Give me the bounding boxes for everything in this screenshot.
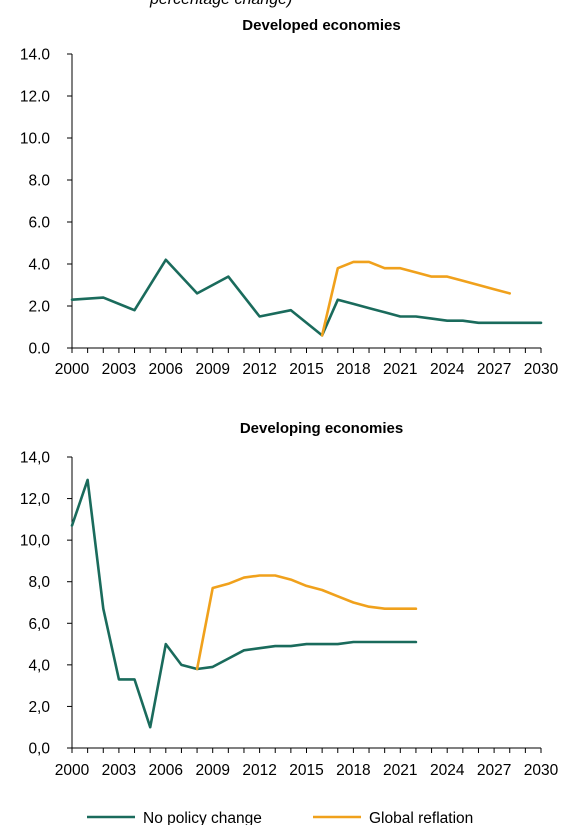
y-tick-label: 10,0 [20, 533, 51, 550]
x-tick-label: 2012 [242, 361, 276, 378]
x-tick-label: 2027 [477, 361, 511, 378]
x-tick-label: 2021 [383, 762, 417, 779]
figure-title-partial: percentage change) [150, 0, 292, 9]
y-tick-label: 0,0 [28, 741, 50, 758]
y-tick-label: 10.0 [20, 131, 51, 148]
y-tick-label: 8,0 [28, 574, 50, 591]
y-tick-label: 14.0 [20, 47, 51, 64]
x-tick-label: 2027 [477, 762, 511, 779]
chart-title: Developing economies [240, 420, 403, 437]
y-tick-label: 12,0 [20, 491, 51, 508]
y-tick-label: 8.0 [28, 173, 50, 190]
chart-title: Developed economies [242, 17, 400, 34]
x-tick-label: 2012 [242, 762, 276, 779]
series-line-global-reflation [195, 574, 418, 671]
x-tick-label: 2003 [102, 361, 136, 378]
x-tick-label: 2018 [336, 762, 370, 779]
x-tick-label: 2006 [149, 361, 183, 378]
y-tick-label: 6.0 [28, 215, 50, 232]
legend-label-no-policy-change: No policy change [143, 810, 262, 825]
x-tick-label: 2015 [289, 361, 323, 378]
x-tick-label: 2030 [524, 361, 559, 378]
x-tick-label: 2021 [383, 361, 417, 378]
y-tick-label: 12.0 [20, 89, 51, 106]
y-tick-label: 14,0 [20, 450, 51, 467]
y-tick-label: 2,0 [28, 699, 50, 716]
series-line-no-policy-change [70, 258, 543, 337]
y-tick-label: 6,0 [28, 616, 50, 633]
x-tick-label: 2009 [195, 361, 229, 378]
x-tick-label: 2009 [195, 762, 229, 779]
x-tick-label: 2024 [430, 762, 465, 779]
legend-label-global-reflation: Global reflation [369, 810, 473, 825]
x-tick-label: 2015 [289, 762, 323, 779]
x-tick-label: 2030 [524, 762, 559, 779]
x-tick-label: 2003 [102, 762, 136, 779]
x-tick-label: 2018 [336, 361, 370, 378]
x-tick-label: 2006 [149, 762, 183, 779]
x-tick-label: 2024 [430, 361, 465, 378]
y-tick-label: 4,0 [28, 657, 50, 674]
y-tick-label: 2.0 [28, 299, 50, 316]
x-tick-label: 2000 [55, 361, 90, 378]
y-tick-label: 4.0 [28, 257, 50, 274]
series-line-no-policy-change [70, 478, 418, 729]
y-tick-label: 0.0 [28, 341, 50, 358]
x-tick-label: 2000 [55, 762, 90, 779]
series-line-global-reflation [320, 260, 512, 337]
